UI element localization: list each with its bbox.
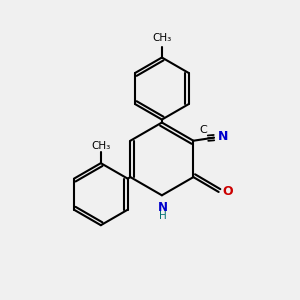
Text: CH₃: CH₃: [152, 33, 172, 43]
Text: H: H: [160, 211, 167, 221]
Text: O: O: [222, 185, 233, 199]
Text: C: C: [200, 125, 207, 135]
Text: N: N: [158, 201, 168, 214]
Text: CH₃: CH₃: [91, 142, 110, 152]
Text: N: N: [218, 130, 228, 143]
